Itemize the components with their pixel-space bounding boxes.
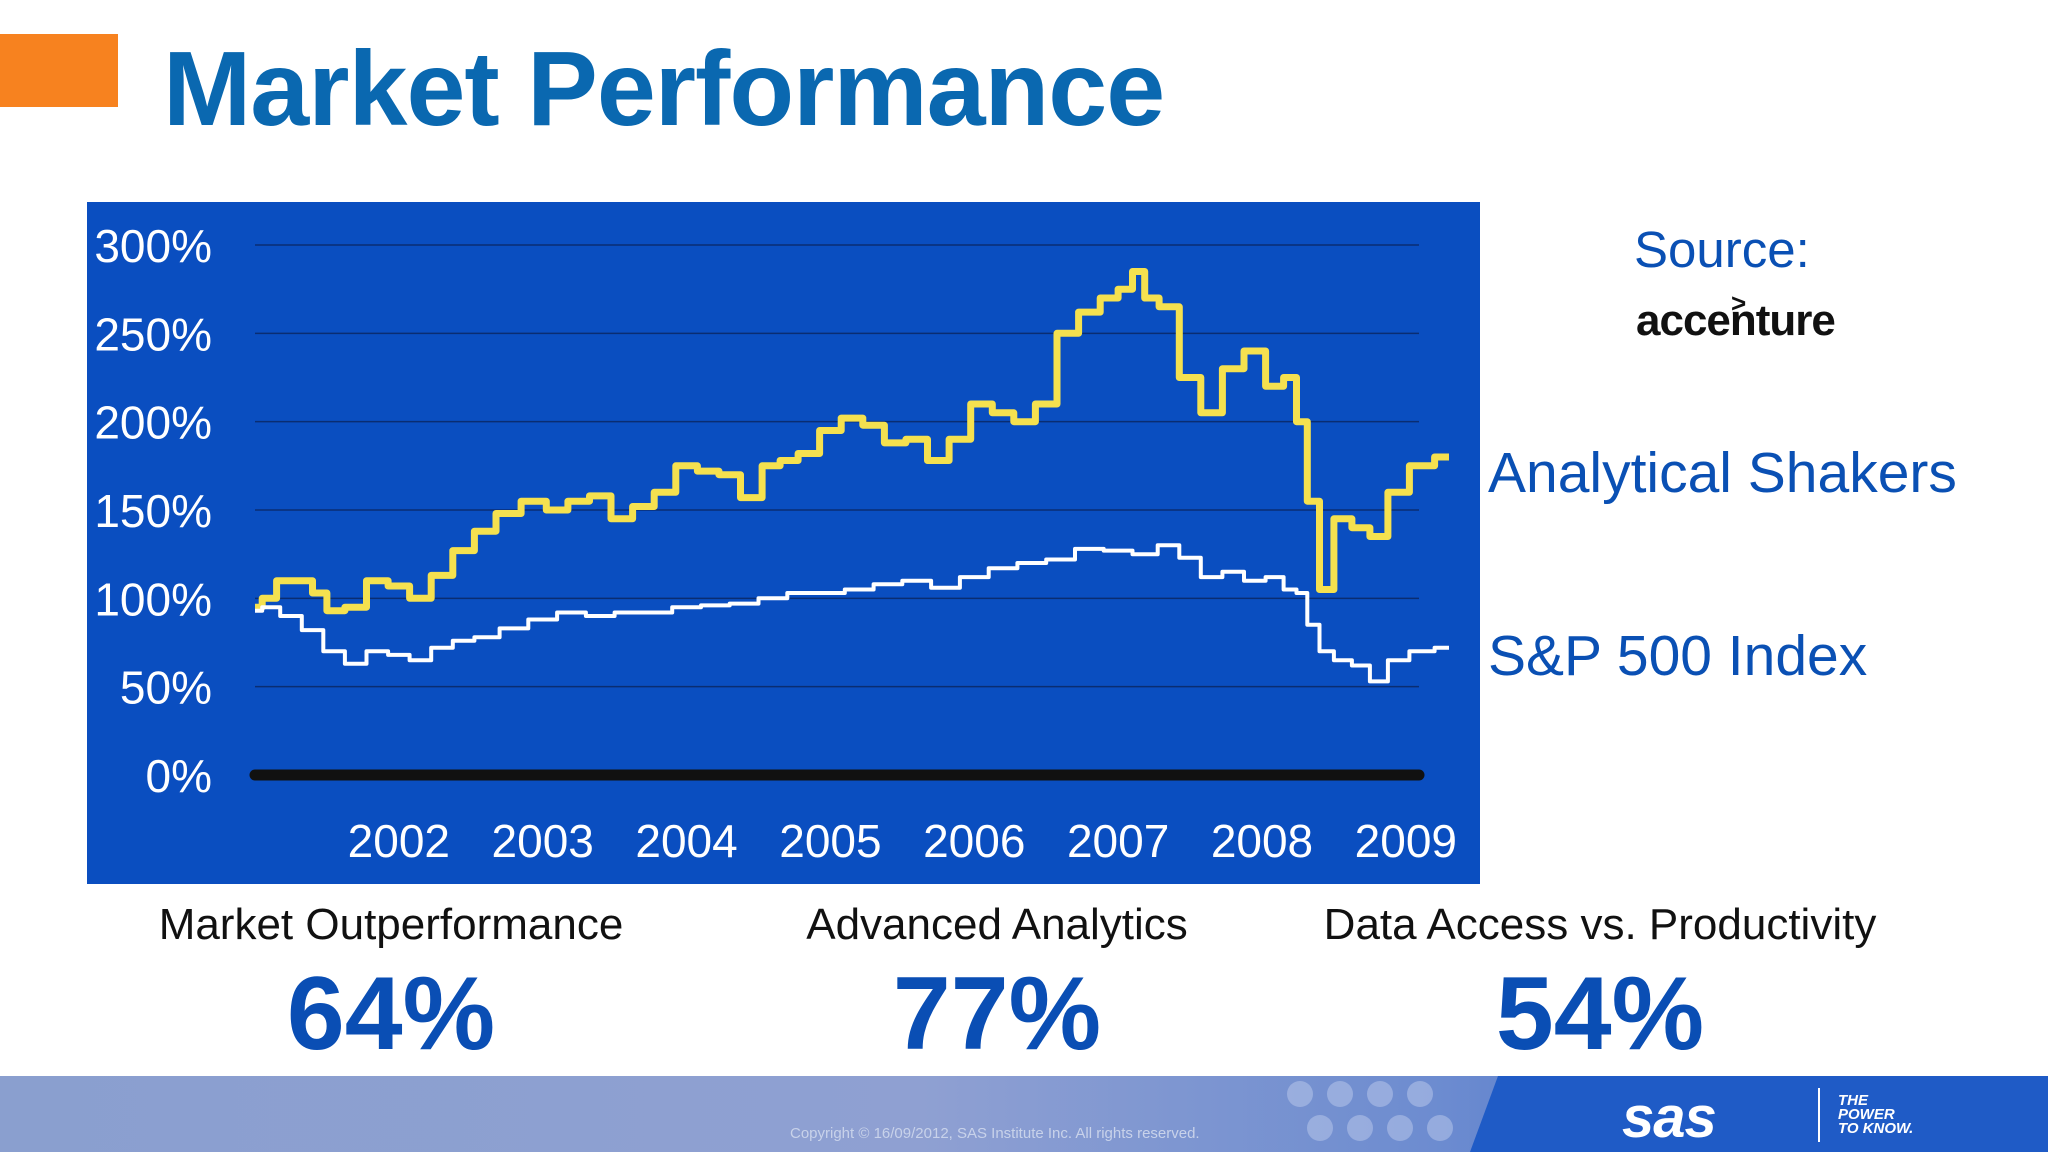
x-tick-label: 2009 (1355, 815, 1457, 867)
accenture-logo: accenture (1636, 296, 1836, 345)
x-tick-label: 2007 (1067, 815, 1169, 867)
footer-dot-pattern (1287, 1081, 1453, 1141)
stat-label-data-access: Data Access vs. Productivity (1323, 900, 1877, 949)
stat-value-advanced-analytics: 77% (892, 956, 1102, 1072)
series-label-analytical-shakers: Analytical Shakers (1488, 441, 1957, 505)
y-tick-label: 0% (146, 750, 212, 802)
accenture-logo-mark-icon: > (1731, 288, 1747, 318)
y-tick-label: 300% (94, 220, 212, 272)
y-tick-label: 150% (94, 485, 212, 537)
line-chart: 0% 50% 100% 150% 200% 250% 300% 2002 2003 2004 200… (94, 220, 1457, 867)
tagline-line-1: THE (1838, 1092, 1868, 1109)
x-tick-label: 2004 (635, 815, 737, 867)
logo-divider (1818, 1088, 1820, 1142)
stat-label-advanced-analytics: Advanced Analytics (806, 900, 1188, 949)
copyright-text: Copyright © 16/09/2012, SAS Institute In… (790, 1125, 1200, 1142)
footer-bar (0, 1076, 2048, 1152)
sas-logo: sas (1622, 1085, 1717, 1150)
series-label-sp500: S&P 500 Index (1488, 624, 1868, 688)
x-tick-label: 2003 (492, 815, 594, 867)
sas-tagline: THE POWER TO KNOW. (1838, 1092, 1914, 1137)
x-tick-label: 2005 (779, 815, 881, 867)
x-tick-label: 2008 (1211, 815, 1313, 867)
tagline-line-2: POWER (1838, 1106, 1895, 1123)
y-tick-label: 100% (94, 573, 212, 625)
series-line-analytical-shakers (255, 268, 1449, 615)
slide-title: Market Performance (163, 30, 1165, 148)
title-accent-block (0, 34, 118, 107)
stat-value-data-access: 54% (1495, 956, 1705, 1072)
stat-label-market-outperformance: Market Outperformance (158, 900, 624, 949)
chart-panel: 0% 50% 100% 150% 200% 250% 300% 2002 2003 2004 200… (87, 202, 1480, 884)
stat-value-market-outperformance: 64% (286, 956, 496, 1072)
y-tick-label: 50% (120, 662, 212, 714)
source-label: Source: (1634, 221, 1810, 278)
series-line-sp500 (255, 543, 1449, 684)
footer-brand-band (1470, 1076, 2048, 1152)
x-tick-label: 2006 (923, 815, 1025, 867)
y-tick-label: 250% (94, 308, 212, 360)
x-tick-label: 2002 (348, 815, 450, 867)
y-tick-label: 200% (94, 397, 212, 449)
tagline-line-3: TO KNOW. (1838, 1120, 1914, 1137)
